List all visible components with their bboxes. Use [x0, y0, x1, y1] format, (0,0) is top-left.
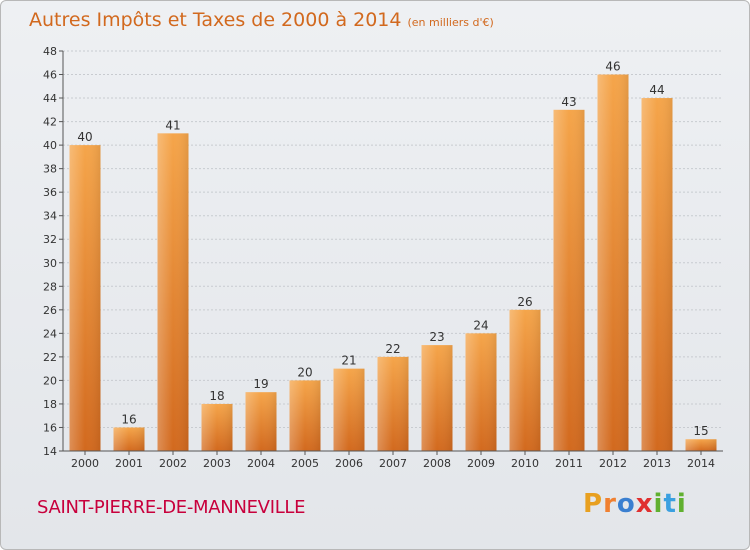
x-tick-label: 2013 [643, 457, 671, 470]
data-label: 20 [297, 365, 312, 379]
bar-shine [201, 403, 233, 451]
bar-shine [597, 74, 629, 451]
data-label: 19 [253, 377, 268, 391]
bar-shine [157, 133, 189, 451]
data-label: 46 [605, 60, 620, 74]
bar-shine [465, 333, 497, 451]
y-tick-label: 16 [43, 421, 57, 434]
y-tick-label: 38 [43, 163, 57, 176]
x-tick-label: 2009 [467, 457, 495, 470]
bar-shine [685, 439, 717, 451]
commune-name: SAINT-PIERRE-DE-MANNEVILLE [37, 497, 306, 518]
y-tick-label: 34 [43, 210, 57, 223]
x-tick-label: 2007 [379, 457, 407, 470]
x-tick-label: 2000 [71, 457, 99, 470]
y-tick-label: 22 [43, 351, 57, 364]
bar-shine [553, 109, 585, 451]
y-tick-label: 30 [43, 257, 57, 270]
y-tick-label: 32 [43, 233, 57, 246]
y-tick-label: 44 [43, 92, 57, 105]
y-tick-label: 20 [43, 374, 57, 387]
data-label: 41 [165, 118, 180, 132]
x-tick-label: 2010 [511, 457, 539, 470]
data-label: 21 [341, 354, 356, 368]
unit-label: (en milliers d'€) [407, 16, 494, 29]
data-label: 26 [517, 295, 532, 309]
data-label: 23 [429, 330, 444, 344]
x-tick-label: 2008 [423, 457, 451, 470]
data-label: 40 [77, 130, 92, 144]
y-tick-label: 18 [43, 398, 57, 411]
y-tick-label: 26 [43, 304, 57, 317]
bar-shine [333, 368, 365, 451]
axes-group: 14 16 18 20 22 24 26 28 30 32 34 36 38 40 42 44 46 48 2000… [43, 45, 723, 470]
bar-shine [509, 309, 541, 451]
data-label: 22 [385, 342, 400, 356]
title-text: Autres Impôts et Taxes de 2000 à 2014 [29, 9, 402, 31]
data-label: 44 [649, 83, 664, 97]
y-tick-label: 40 [43, 139, 57, 152]
y-tick-label: 36 [43, 186, 57, 199]
y-tick-label: 14 [43, 445, 57, 458]
x-tick-label: 2011 [555, 457, 583, 470]
x-tick-label: 2004 [247, 457, 275, 470]
x-tick-label: 2005 [291, 457, 319, 470]
y-tick-label: 46 [43, 69, 57, 82]
y-tick-label: 24 [43, 327, 57, 340]
bar-shine [289, 380, 321, 451]
bar-shine [113, 427, 145, 451]
data-label: 18 [209, 389, 224, 403]
data-label: 16 [121, 412, 136, 426]
y-tick-label: 42 [43, 116, 57, 129]
x-tick-label: 2014 [687, 457, 715, 470]
y-tick-label: 28 [43, 280, 57, 293]
data-label: 15 [693, 424, 708, 438]
x-tick-label: 2001 [115, 457, 143, 470]
bars-group: 40 16 41 18 19 20 21 22 23 24 26 43 46 44 15 [69, 60, 717, 451]
data-label: 24 [473, 318, 488, 332]
x-tick-label: 2012 [599, 457, 627, 470]
x-tick-label: 2002 [159, 457, 187, 470]
proxiti-logo: Proxiti [583, 489, 687, 519]
data-label: 43 [561, 95, 576, 109]
x-tick-label: 2003 [203, 457, 231, 470]
bar-shine [641, 98, 673, 451]
bar-shine [245, 392, 277, 451]
bar-shine [421, 345, 453, 451]
bar-shine [69, 145, 101, 451]
bar-shine [377, 356, 409, 451]
y-tick-label: 48 [43, 45, 57, 58]
x-tick-label: 2006 [335, 457, 363, 470]
chart-title: Autres Impôts et Taxes de 2000 à 2014 (en… [29, 9, 494, 31]
